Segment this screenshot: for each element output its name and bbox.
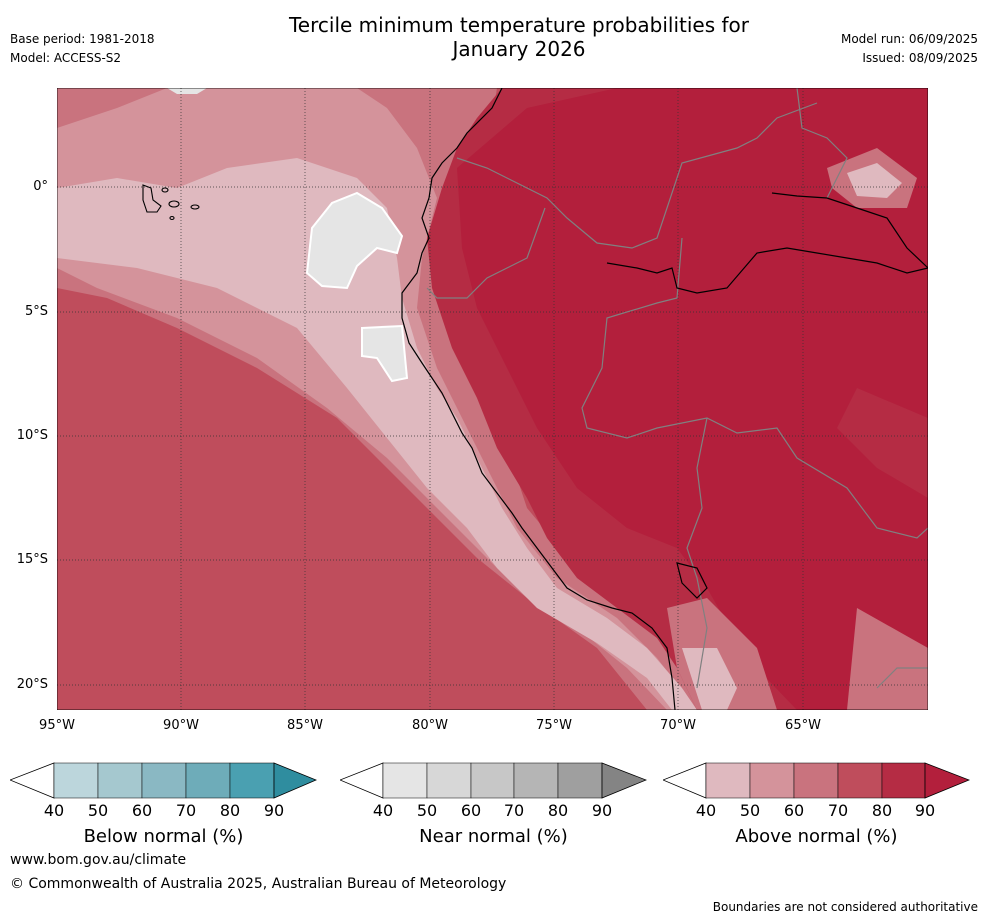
colorbar-tick: 50 — [739, 801, 761, 820]
issued-date: Issued: 08/09/2025 — [862, 51, 978, 65]
copyright-notice: © Commonwealth of Australia 2025, Austra… — [10, 876, 507, 892]
colorbar-tick: 40 — [43, 801, 65, 820]
colorbar-swatch — [881, 762, 926, 799]
colorbar-tick: 70 — [827, 801, 849, 820]
probability-map — [57, 88, 928, 710]
colorbar-tick: 50 — [416, 801, 438, 820]
colorbar-swatch — [705, 762, 751, 799]
lat-label: 10°S — [16, 428, 48, 443]
lat-label: 5°S — [24, 304, 48, 319]
lat-label: 0° — [33, 179, 48, 194]
colorbar-tick: 60 — [460, 801, 482, 820]
colorbar-tick: 80 — [871, 801, 893, 820]
colorbar-swatch — [601, 762, 647, 799]
legend-above-normal: 40 50 60 70 80 90 Above normal (%) — [663, 762, 970, 852]
model-name: Model: ACCESS-S2 — [10, 51, 122, 65]
colorbar-tick: 70 — [503, 801, 525, 820]
colorbar-swatch — [10, 762, 55, 799]
colorbar-tick: 60 — [783, 801, 805, 820]
colorbar-swatch — [793, 762, 839, 799]
legend-title: Below normal (%) — [83, 826, 244, 847]
colorbar-tick: 80 — [219, 801, 241, 820]
colorbar-tick: 60 — [131, 801, 153, 820]
colorbar-swatch — [53, 762, 99, 799]
colorbar-below-normal — [10, 762, 317, 799]
colorbar-tick: 40 — [372, 801, 394, 820]
website-link[interactable]: www.bom.gov.au/climate — [10, 852, 187, 868]
near-normal-patch-3 — [167, 88, 207, 94]
base-period: Base period: 1981-2018 — [10, 32, 155, 46]
country-borders — [426, 88, 928, 689]
colorbar-swatch — [470, 762, 515, 799]
galapagos-islands — [142, 184, 200, 221]
lon-label: 70°W — [660, 718, 696, 733]
colorbar-swatch — [141, 762, 187, 799]
southeast-region-above-60 — [847, 608, 928, 710]
colorbar-above-normal — [663, 762, 970, 799]
colorbar-tick: 90 — [914, 801, 936, 820]
model-run: Model run: 06/09/2025 — [840, 32, 978, 46]
colorbar-swatch — [426, 762, 472, 799]
lon-label: 80°W — [412, 718, 448, 733]
colorbar-swatch — [185, 762, 231, 799]
lon-label: 90°W — [163, 718, 199, 733]
colorbar-tick: 70 — [175, 801, 197, 820]
altiplano-region-above-40 — [682, 648, 737, 710]
colorbar-swatch — [340, 762, 384, 799]
colorbar-tick: 80 — [547, 801, 569, 820]
colorbar-tick: 40 — [695, 801, 717, 820]
colorbar-swatch — [663, 762, 707, 799]
land-region-above-90 — [457, 88, 928, 710]
near-normal-patch-1 — [305, 191, 404, 290]
title-line-2: January 2026 — [452, 37, 586, 61]
title-line-1: Tercile minimum temperature probabilitie… — [288, 13, 750, 37]
region-above-40 — [57, 158, 697, 710]
near-normal-patch-2 — [361, 324, 409, 383]
legend-below-normal: 40 50 60 70 80 90 Below normal (%) — [10, 762, 317, 852]
coastlines — [401, 88, 928, 710]
colorbar-swatch — [924, 762, 970, 799]
colorbar-swatch — [557, 762, 603, 799]
colorbar-tick: 90 — [591, 801, 613, 820]
east-region-above-40 — [847, 163, 902, 198]
boundary-disclaimer: Boundaries are not considered authoritat… — [712, 900, 978, 914]
colorbar-tick: 50 — [87, 801, 109, 820]
colorbar-swatch — [273, 762, 317, 799]
colorbar-swatch — [229, 762, 275, 799]
map-gridlines — [57, 88, 928, 710]
colorbar-swatch — [513, 762, 559, 799]
colorbar-swatch — [749, 762, 795, 799]
legend-title: Near normal (%) — [419, 826, 568, 847]
colorbar-swatch — [382, 762, 428, 799]
lon-label: 95°W — [39, 718, 75, 733]
lon-label: 65°W — [785, 718, 821, 733]
lon-label: 75°W — [536, 718, 572, 733]
lat-label: 20°S — [16, 677, 48, 692]
colorbar-near-normal — [340, 762, 647, 799]
lon-label: 85°W — [287, 718, 323, 733]
colorbar-tick: 90 — [263, 801, 285, 820]
legend-title: Above normal (%) — [735, 826, 898, 847]
lat-label: 15°S — [16, 552, 48, 567]
colorbar-swatch — [97, 762, 143, 799]
legend-near-normal: 40 50 60 70 80 90 Near normal (%) — [340, 762, 647, 852]
page-title: Tercile minimum temperature probabilitie… — [0, 13, 988, 61]
colorbar-swatch — [837, 762, 883, 799]
